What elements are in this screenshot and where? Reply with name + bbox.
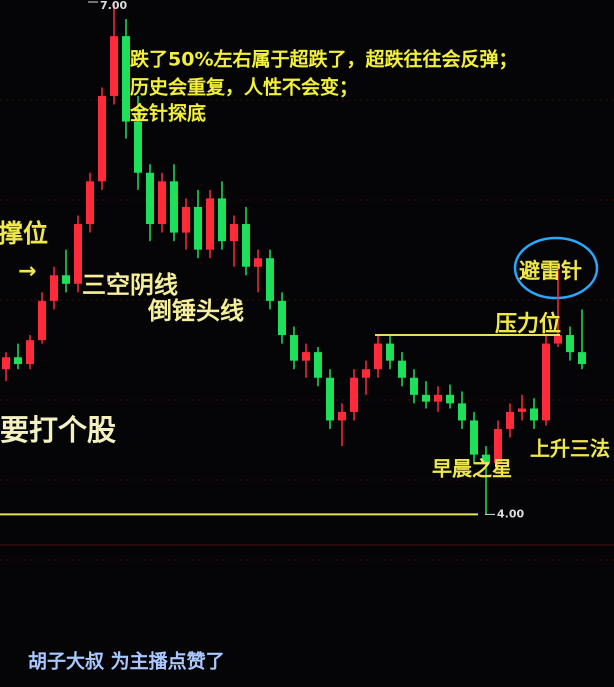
candle-body bbox=[14, 357, 22, 365]
candle-body bbox=[62, 275, 70, 284]
candle-body bbox=[158, 181, 166, 225]
candle-body bbox=[266, 258, 274, 301]
annotation: 早晨之星 bbox=[432, 457, 512, 481]
candle-body bbox=[122, 36, 130, 122]
price-label: 7.00 bbox=[100, 0, 127, 12]
annotation: 上升三法 bbox=[530, 437, 610, 461]
candle-body bbox=[26, 340, 34, 365]
candle-body bbox=[350, 377, 358, 412]
candle-body bbox=[302, 352, 310, 361]
annotation: 避雷针 bbox=[519, 259, 582, 283]
candle-body bbox=[218, 198, 226, 242]
candle-body bbox=[290, 335, 298, 361]
candle-body bbox=[230, 224, 238, 242]
candle-body bbox=[506, 411, 514, 429]
candle-body bbox=[374, 343, 382, 370]
annotation: 压力位 bbox=[495, 311, 561, 337]
candle-body bbox=[182, 206, 190, 233]
candle-body bbox=[254, 258, 262, 267]
candle-body bbox=[98, 95, 106, 182]
candle-body bbox=[2, 357, 10, 370]
price-label: 4.00 bbox=[497, 507, 524, 520]
annotation: 历史会重复，人性不会变； bbox=[130, 76, 358, 99]
candle-body bbox=[86, 181, 94, 225]
candle-body bbox=[470, 420, 478, 455]
dashed-guides bbox=[0, 99, 614, 561]
candle-body bbox=[398, 360, 406, 378]
candle-body bbox=[314, 352, 322, 378]
candle-body bbox=[542, 343, 550, 421]
candle-body bbox=[278, 300, 286, 336]
candle-body bbox=[134, 121, 142, 173]
annotation: 倒锤头线 bbox=[147, 297, 244, 325]
candle-body bbox=[206, 198, 214, 250]
candle-body bbox=[386, 343, 394, 361]
annotation: 跌了50%左右属于超跌了，超跌往往会反弹； bbox=[130, 48, 517, 71]
candle-body bbox=[482, 454, 490, 464]
candle-body bbox=[110, 36, 118, 96]
annotation: 金针探底 bbox=[129, 102, 206, 125]
viewer-message: 胡子大叔 为主播点赞了 bbox=[28, 650, 225, 673]
candle-body bbox=[170, 181, 178, 233]
candle-body bbox=[362, 369, 370, 378]
candle-body bbox=[566, 335, 574, 353]
candle-body bbox=[458, 403, 466, 421]
candle-body bbox=[146, 172, 154, 225]
candle-body bbox=[518, 408, 526, 412]
candle-body bbox=[554, 335, 562, 344]
candle-body bbox=[530, 408, 538, 421]
candle-body bbox=[74, 224, 82, 284]
highlight-circle bbox=[513, 236, 599, 300]
candle-body bbox=[326, 377, 334, 421]
annotation: 撑位 bbox=[0, 219, 48, 248]
candle-body bbox=[194, 206, 202, 250]
candle-body bbox=[410, 377, 418, 395]
candle-body bbox=[578, 352, 586, 365]
annotation: → bbox=[18, 259, 36, 284]
candle-body bbox=[338, 411, 346, 421]
candle-body bbox=[50, 275, 58, 301]
plot: 7.00 4.00 bbox=[0, 0, 586, 520]
annotation: 三空阴线 bbox=[82, 271, 178, 299]
candle-body bbox=[446, 394, 454, 404]
candle-body bbox=[494, 428, 502, 464]
annotation: 要打个股 bbox=[0, 413, 116, 447]
candle-body bbox=[38, 300, 46, 341]
candle-body bbox=[242, 224, 250, 267]
candle-body bbox=[422, 394, 430, 402]
candle-body bbox=[434, 394, 442, 402]
